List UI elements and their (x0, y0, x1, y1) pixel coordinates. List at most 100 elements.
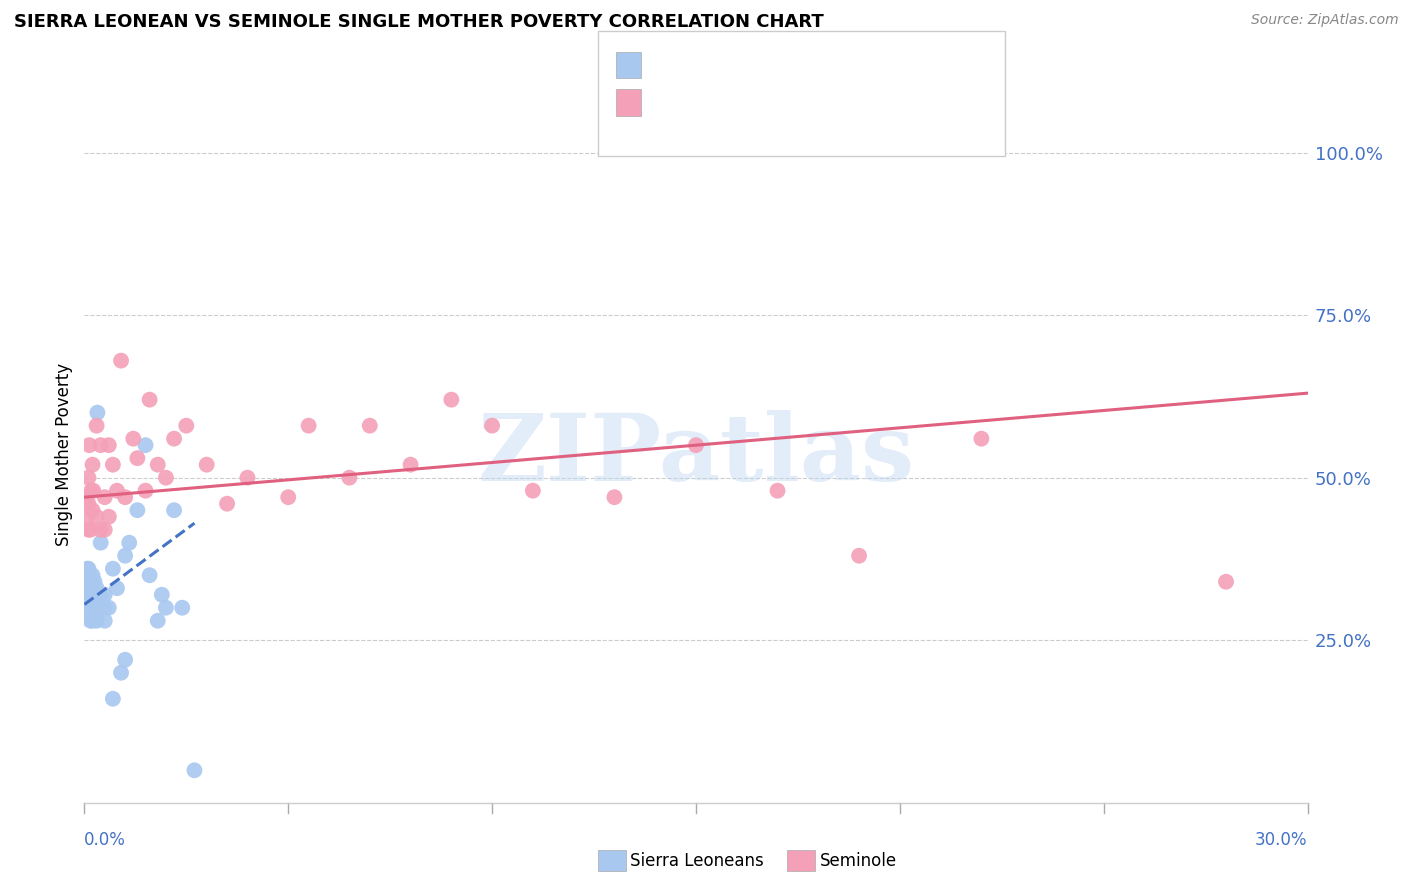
Point (79, 523, 101, 537)
Point (522, 483, 544, 498)
Point (80, 574, 103, 589)
Point (86, 594, 108, 608)
Point (79, 614, 101, 628)
Point (848, 549, 870, 563)
Point (217, 497, 239, 511)
Point (93, 600, 115, 615)
Point (105, 483, 128, 498)
Point (277, 490, 299, 504)
Point (77, 574, 100, 589)
Text: SIERRA LEONEAN VS SEMINOLE SINGLE MOTHER POVERTY CORRELATION CHART: SIERRA LEONEAN VS SEMINOLE SINGLE MOTHER… (14, 13, 824, 31)
Point (138, 568, 160, 582)
Point (970, 432, 993, 446)
Point (79, 581, 101, 595)
Point (76, 562, 98, 576)
Point (83, 574, 105, 589)
Point (135, 438, 157, 452)
Point (440, 392, 463, 407)
Point (146, 458, 169, 472)
Point (97, 509, 120, 524)
Point (195, 458, 218, 472)
Point (93, 523, 115, 537)
Point (359, 418, 381, 433)
Point (110, 665, 132, 680)
Point (183, 764, 205, 778)
Text: Source: ZipAtlas.com: Source: ZipAtlas.com (1251, 13, 1399, 28)
Point (86, 614, 108, 628)
Point (82, 588, 104, 602)
Point (75, 588, 97, 602)
Point (86, 406, 108, 420)
Point (90, 588, 112, 602)
Point (97, 438, 120, 452)
Point (76, 600, 98, 615)
Point (82, 614, 104, 628)
Point (146, 614, 169, 628)
Point (75, 490, 97, 504)
Point (82, 568, 104, 582)
Point (766, 483, 789, 498)
Point (82, 483, 104, 498)
Point (172, 600, 194, 615)
Text: 30.0%: 30.0% (1256, 830, 1308, 848)
Point (79, 568, 101, 582)
Point (127, 503, 149, 517)
Point (101, 691, 124, 706)
Y-axis label: Single Mother Poverty: Single Mother Poverty (55, 363, 73, 547)
Point (399, 458, 422, 472)
Text: 0.223: 0.223 (706, 93, 762, 112)
Point (155, 600, 177, 615)
Text: Seminole: Seminole (820, 852, 897, 870)
Point (163, 503, 186, 517)
Point (86, 581, 108, 595)
Point (155, 471, 177, 485)
Point (82, 600, 104, 615)
Point (163, 432, 186, 446)
Point (90, 523, 112, 537)
Point (339, 471, 360, 485)
Point (110, 353, 132, 368)
Point (77, 471, 100, 485)
Point (80, 600, 103, 615)
Point (83, 588, 105, 602)
Point (90, 535, 112, 549)
Point (603, 490, 626, 504)
Text: 51: 51 (844, 55, 869, 75)
Point (77, 438, 100, 452)
Point (138, 392, 160, 407)
Point (127, 451, 149, 466)
Point (82, 458, 104, 472)
Point (101, 562, 124, 576)
Point (77, 523, 100, 537)
Point (298, 418, 321, 433)
Text: ZIPatlas: ZIPatlas (478, 410, 914, 500)
Text: 0.0%: 0.0% (84, 830, 127, 848)
Point (93, 588, 115, 602)
Point (82, 600, 104, 615)
Point (101, 458, 124, 472)
Point (93, 614, 115, 628)
Point (83, 600, 105, 615)
Point (90, 438, 112, 452)
Point (174, 418, 197, 433)
Point (122, 432, 145, 446)
Point (118, 535, 141, 549)
Point (114, 653, 136, 667)
Text: 0.161: 0.161 (706, 55, 762, 75)
Point (86, 509, 108, 524)
Point (82, 503, 104, 517)
Point (150, 588, 173, 602)
Text: N =: N = (773, 93, 830, 112)
Point (75, 568, 97, 582)
Text: N =: N = (773, 55, 830, 75)
Point (86, 418, 108, 433)
Text: R =: R = (650, 55, 692, 75)
Point (77, 562, 100, 576)
Point (481, 418, 503, 433)
Text: 48: 48 (844, 93, 869, 112)
Point (1215, 574, 1237, 589)
Point (77, 497, 100, 511)
Point (80, 483, 103, 498)
Text: Sierra Leoneans: Sierra Leoneans (630, 852, 763, 870)
Point (97, 600, 120, 615)
